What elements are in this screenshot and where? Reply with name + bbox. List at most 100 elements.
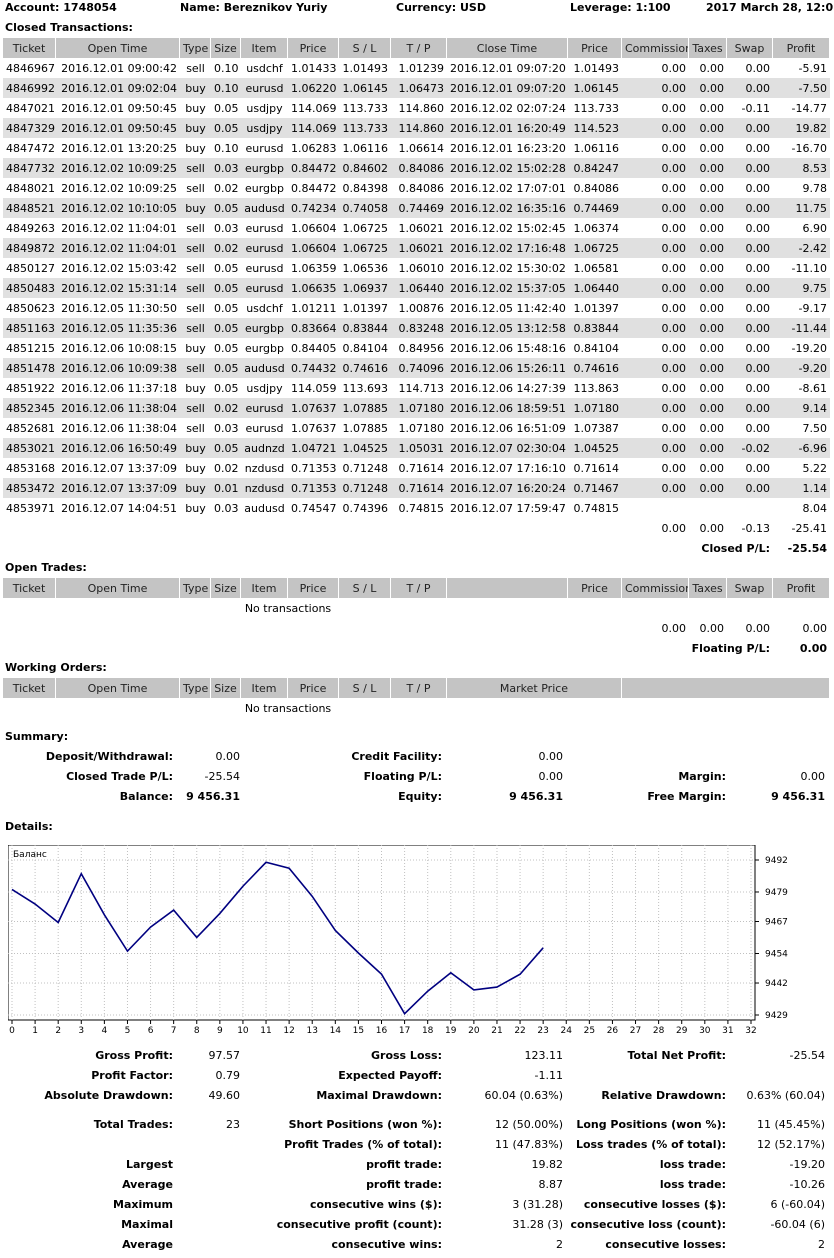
table-cell: 0.71248 (339, 478, 391, 498)
table-cell: 2016.12.02 15:02:45 (450, 221, 566, 235)
chart-title: Баланс (13, 850, 47, 860)
table-cell: 2016.12.06 16:51:09 (450, 421, 566, 435)
table-cell: 1.06604 (291, 221, 337, 235)
table-cell: 2016.12.07 16:20:24 (447, 478, 568, 498)
open-trades-title: Open Trades: (5, 561, 87, 574)
table-cell: sell (186, 421, 205, 435)
table-cell: eurusd (245, 421, 284, 435)
table-row: 4848021 2016.12.02 10:09:25 sell 0.02 eurgbp… (3, 178, 830, 198)
table-cell: sell (180, 278, 211, 298)
table-cell: 4848521 (3, 198, 56, 218)
table-cell: 0.05 (214, 101, 239, 115)
table-cell: 0.00 (689, 118, 727, 138)
table-cell: 19.82 (773, 118, 830, 138)
table-cell: 0.00 (689, 398, 727, 418)
table-cell: 2016.12.01 09:07:20 (450, 61, 566, 75)
table-cell: 2016.12.02 02:07:24 (450, 101, 566, 115)
table-cell: 0.84086 (391, 158, 447, 178)
table-cell: 114.059 (291, 381, 337, 395)
table-cell: 0.71614 (391, 478, 447, 498)
column-header: Price (568, 38, 622, 58)
table-cell: buy (185, 381, 206, 395)
table-cell: 1.07637 (291, 421, 337, 435)
table-cell: -9.17 (798, 301, 827, 315)
table-cell: nzdusd (244, 461, 285, 475)
column-header: Item (241, 578, 288, 598)
table-cell: 0.05 (211, 278, 241, 298)
table-cell: audusd (241, 358, 288, 378)
table-cell: nzdusd (241, 478, 288, 498)
closed-pl-row: Closed P/L: -25.54 (3, 538, 830, 558)
x-tick-label: 10 (237, 1026, 249, 1036)
x-tick-label: 26 (607, 1026, 619, 1036)
table-row: 4853168 2016.12.07 13:37:09 buy 0.02 nzdusd 0… (3, 458, 830, 478)
table-cell: 0.00 (661, 181, 687, 195)
y-tick-label: 9454 (765, 949, 788, 959)
table-cell: 2016.12.06 15:48:16 (450, 341, 566, 355)
table-cell: 1.06725 (339, 238, 391, 258)
table-cell: 0.00 (661, 221, 687, 235)
table-cell: 4847021 (6, 101, 55, 115)
table-cell: 0.74616 (568, 358, 622, 378)
table-row: 4850483 2016.12.02 15:31:14 sell 0.05 eurusd… (3, 278, 830, 298)
empty-row: No transactions (3, 698, 830, 718)
table-cell: 0.00 (699, 381, 725, 395)
x-tick-label: 9 (217, 1026, 223, 1036)
table-cell: 0.02 (211, 238, 241, 258)
column-header: Ticket (3, 38, 56, 58)
table-cell: 9.75 (773, 278, 830, 298)
column-header: S / L (339, 678, 391, 698)
closed-trade-pl-value: -25.54 (204, 770, 240, 783)
table-cell: 0.00 (745, 381, 771, 395)
profit-factor-label: Profit Factor: (91, 1069, 173, 1082)
table-cell: 0.00 (622, 238, 689, 258)
x-tick-label: 2 (55, 1026, 61, 1036)
table-cell: buy (185, 341, 206, 355)
table-cell: 0.00 (727, 358, 773, 378)
table-cell: 0.74096 (391, 358, 447, 378)
x-tick-label: 17 (399, 1026, 410, 1036)
total-taxes: 0.00 (699, 621, 725, 635)
table-cell: 2016.12.05 11:35:36 (56, 318, 180, 338)
table-cell: 0.00 (745, 181, 771, 195)
table-cell: 0.00 (699, 301, 725, 315)
y-tick-label: 9467 (765, 918, 788, 928)
table-cell: 0.00 (661, 101, 687, 115)
table-cell: 0.10 (211, 78, 241, 98)
table-cell: 0.00 (689, 438, 727, 458)
table-cell: 0.00 (622, 318, 689, 338)
credit-label: Credit Facility: (351, 750, 442, 763)
equity-value: 9 456.31 (509, 790, 563, 803)
table-cell: 0.10 (214, 141, 239, 155)
table-cell: 2016.12.05 13:12:58 (447, 318, 568, 338)
table-cell: 2016.12.02 11:04:01 (56, 238, 180, 258)
table-row: 4851922 2016.12.06 11:37:18 buy 0.05 usdjpy 1… (3, 378, 830, 398)
summary-title: Summary: (5, 730, 69, 743)
table-cell: eurgbp (244, 181, 284, 195)
table-cell: 1.06581 (573, 261, 620, 275)
balance-value: 9 456.31 (186, 790, 240, 803)
total-profit: -25.41 (791, 521, 827, 535)
table-cell: buy (185, 101, 206, 115)
y-tick-label: 9479 (765, 888, 788, 898)
largest-profit-label: profit trade: (366, 1158, 442, 1171)
largest-profit-value: 19.82 (531, 1158, 564, 1171)
table-row: 4846967 2016.12.01 09:00:42 sell 0.10 usdchf… (3, 58, 830, 78)
table-cell: 0.00 (661, 141, 687, 155)
table-cell: 4851215 (6, 341, 55, 355)
table-cell: 0.71467 (568, 478, 622, 498)
table-cell: 2016.12.01 16:23:20 (450, 141, 566, 155)
table-cell: 114.860 (398, 101, 445, 115)
total-commission: 0.00 (661, 621, 687, 635)
table-cell: buy (180, 78, 211, 98)
total-trades-label: Total Trades: (93, 1118, 173, 1131)
table-cell: -2.42 (773, 238, 830, 258)
table-row: 4852345 2016.12.06 11:38:04 sell 0.02 eurusd… (3, 398, 830, 418)
table-cell: 0.00 (745, 61, 771, 75)
table-cell: 0.00 (689, 278, 727, 298)
floating-pl-row: Floating P/L: 0.00 (3, 638, 830, 658)
table-cell: 1.01239 (398, 61, 445, 75)
table-cell: buy (180, 118, 211, 138)
column-header: T / P (391, 578, 447, 598)
table-cell: 0.02 (211, 398, 241, 418)
